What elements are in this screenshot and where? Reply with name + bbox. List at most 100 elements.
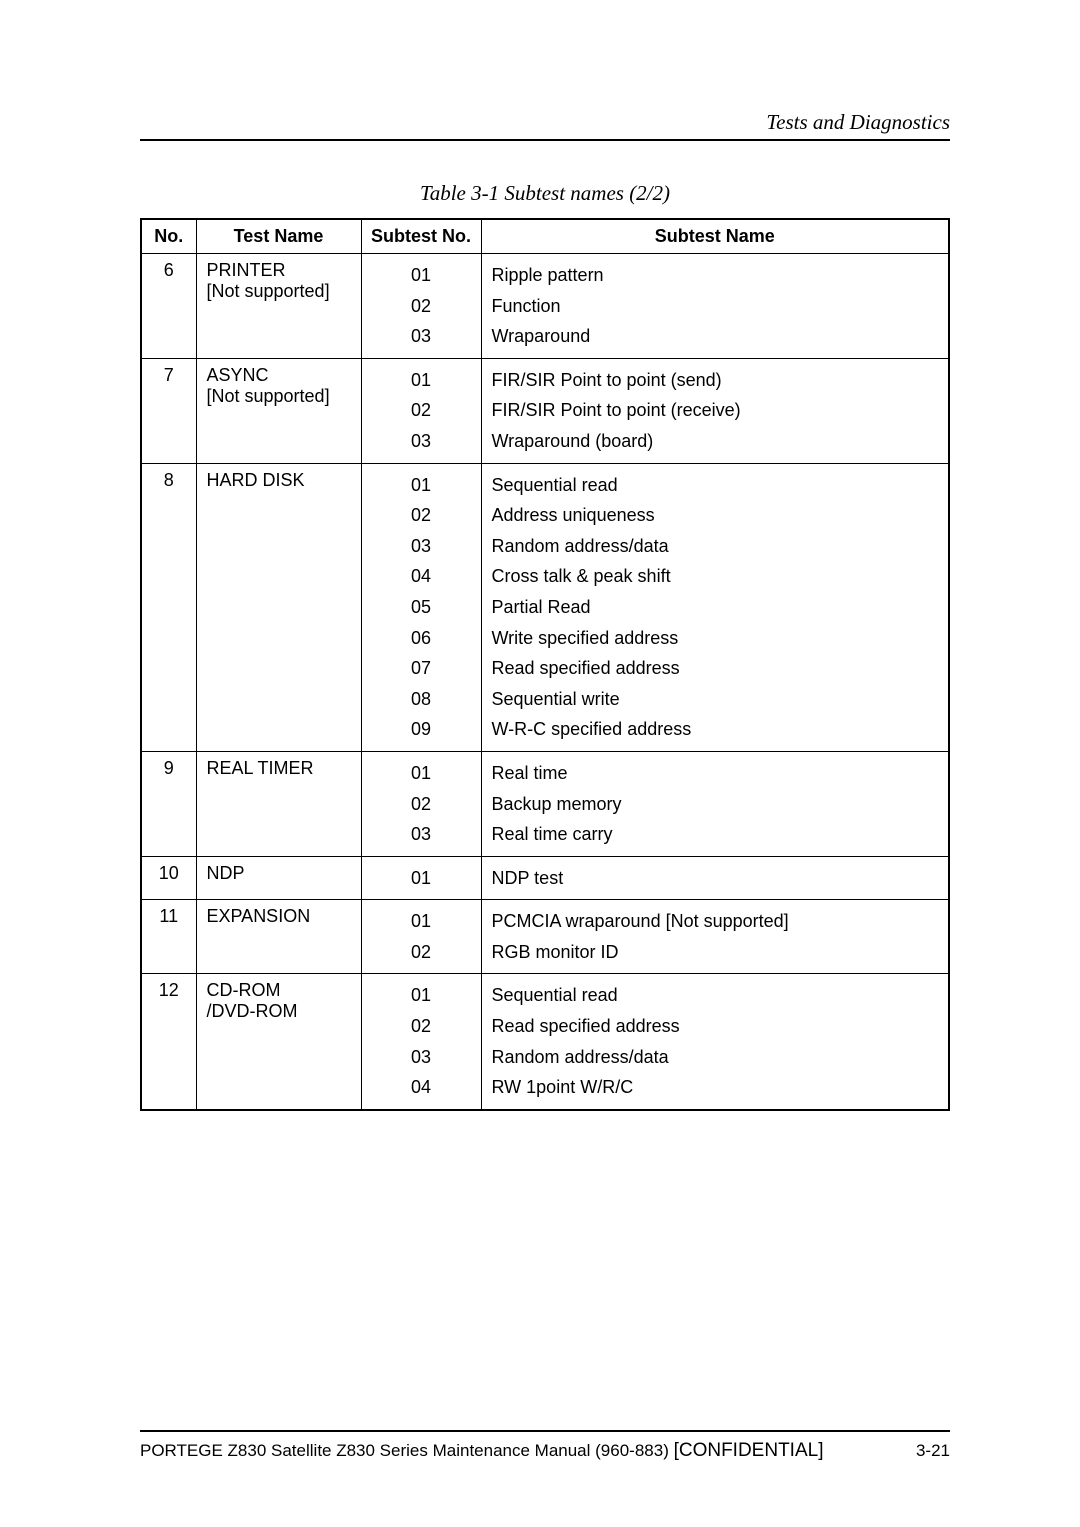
- subtest-number: 03: [372, 531, 471, 562]
- page: Tests and Diagnostics Table 3-1 Subtest …: [0, 0, 1080, 1527]
- subtest-number: 08: [372, 684, 471, 715]
- subtest-number: 05: [372, 592, 471, 623]
- cell-test-name: ASYNC[Not supported]: [196, 358, 361, 463]
- cell-no: 10: [141, 856, 196, 900]
- subtest-name: Read specified address: [492, 653, 939, 684]
- subtest-name: Random address/data: [492, 1042, 939, 1073]
- subtest-number: 02: [372, 500, 471, 531]
- table-body: 6PRINTER[Not supported]010203Ripple patt…: [141, 254, 949, 1110]
- table-row: 6PRINTER[Not supported]010203Ripple patt…: [141, 254, 949, 359]
- subtest-name: Backup memory: [492, 789, 939, 820]
- subtest-name: Wraparound (board): [492, 426, 939, 457]
- subtest-number: 03: [372, 426, 471, 457]
- cell-no: 12: [141, 974, 196, 1110]
- col-header-subtestname: Subtest Name: [481, 219, 949, 254]
- subtest-number: 03: [372, 819, 471, 850]
- subtest-name: NDP test: [492, 863, 939, 894]
- subtest-number: 01: [372, 980, 471, 1011]
- subtest-number: 01: [372, 758, 471, 789]
- subtest-name: Real time carry: [492, 819, 939, 850]
- subtest-name: Cross talk & peak shift: [492, 561, 939, 592]
- subtest-number: 01: [372, 470, 471, 501]
- table-header-row: No. Test Name Subtest No. Subtest Name: [141, 219, 949, 254]
- subtest-name: Ripple pattern: [492, 260, 939, 291]
- table-row: 12CD-ROM/DVD-ROM01020304Sequential readR…: [141, 974, 949, 1110]
- subtest-number: 01: [372, 365, 471, 396]
- subtest-number: 02: [372, 395, 471, 426]
- cell-subtest-name: Sequential readAddress uniquenessRandom …: [481, 463, 949, 751]
- footer-manual-title: PORTEGE Z830 Satellite Z830 Series Maint…: [140, 1441, 674, 1460]
- cell-subtest-name: FIR/SIR Point to point (send)FIR/SIR Poi…: [481, 358, 949, 463]
- cell-test-name: EXPANSION: [196, 900, 361, 974]
- subtest-number: 07: [372, 653, 471, 684]
- subtest-number: 04: [372, 1072, 471, 1103]
- table-row: 10NDP 01 NDP test: [141, 856, 949, 900]
- subtest-number: 01: [372, 863, 471, 894]
- footer: PORTEGE Z830 Satellite Z830 Series Maint…: [140, 1430, 950, 1462]
- subtest-number: 02: [372, 1011, 471, 1042]
- cell-no: 11: [141, 900, 196, 974]
- subtest-name: Random address/data: [492, 531, 939, 562]
- cell-subtest-name: Real timeBackup memoryReal time carry: [481, 751, 949, 856]
- table-row: 9REAL TIMER010203Real timeBackup memoryR…: [141, 751, 949, 856]
- footer-confidential: [CONFIDENTIAL]: [674, 1440, 824, 1461]
- col-header-testname: Test Name: [196, 219, 361, 254]
- subtest-name: Partial Read: [492, 592, 939, 623]
- footer-page-number: 3-21: [916, 1441, 950, 1461]
- subtest-name: PCMCIA wraparound [Not supported]: [492, 906, 939, 937]
- subtest-number: 03: [372, 321, 471, 352]
- subtest-name: Write specified address: [492, 623, 939, 654]
- footer-left: PORTEGE Z830 Satellite Z830 Series Maint…: [140, 1440, 823, 1462]
- cell-subtest-no: 01020304: [361, 974, 481, 1110]
- subtest-number: 09: [372, 714, 471, 745]
- subtest-number: 04: [372, 561, 471, 592]
- subtest-name: Wraparound: [492, 321, 939, 352]
- table-row: 11EXPANSION0102PCMCIA wraparound [Not su…: [141, 900, 949, 974]
- subtest-name: RGB monitor ID: [492, 937, 939, 968]
- cell-test-name: NDP: [196, 856, 361, 900]
- subtest-name: Sequential read: [492, 980, 939, 1011]
- subtest-name: Address uniqueness: [492, 500, 939, 531]
- subtest-number: 01: [372, 260, 471, 291]
- cell-no: 8: [141, 463, 196, 751]
- subtest-number: 02: [372, 789, 471, 820]
- subtest-name: W-R-C specified address: [492, 714, 939, 745]
- subtest-table: No. Test Name Subtest No. Subtest Name 6…: [140, 218, 950, 1111]
- subtest-number: 01: [372, 906, 471, 937]
- subtest-name: Real time: [492, 758, 939, 789]
- cell-subtest-no: 01: [361, 856, 481, 900]
- subtest-name: FIR/SIR Point to point (receive): [492, 395, 939, 426]
- subtest-name: Sequential read: [492, 470, 939, 501]
- cell-subtest-no: 010203: [361, 254, 481, 359]
- cell-no: 9: [141, 751, 196, 856]
- cell-test-name: CD-ROM/DVD-ROM: [196, 974, 361, 1110]
- col-header-no: No.: [141, 219, 196, 254]
- subtest-number: 02: [372, 937, 471, 968]
- col-header-subtestno: Subtest No.: [361, 219, 481, 254]
- cell-subtest-name: NDP test: [481, 856, 949, 900]
- cell-test-name: PRINTER[Not supported]: [196, 254, 361, 359]
- subtest-name: Function: [492, 291, 939, 322]
- cell-subtest-no: 0102: [361, 900, 481, 974]
- cell-subtest-no: 010203: [361, 358, 481, 463]
- cell-no: 7: [141, 358, 196, 463]
- subtest-name: Read specified address: [492, 1011, 939, 1042]
- subtest-name: RW 1point W/R/C: [492, 1072, 939, 1103]
- subtest-name: FIR/SIR Point to point (send): [492, 365, 939, 396]
- subtest-name: Sequential write: [492, 684, 939, 715]
- header: Tests and Diagnostics: [140, 110, 950, 141]
- cell-test-name: HARD DISK: [196, 463, 361, 751]
- cell-subtest-no: 010203: [361, 751, 481, 856]
- cell-subtest-name: Ripple patternFunctionWraparound: [481, 254, 949, 359]
- cell-subtest-name: Sequential readRead specified addressRan…: [481, 974, 949, 1110]
- cell-subtest-name: PCMCIA wraparound [Not supported]RGB mon…: [481, 900, 949, 974]
- table-row: 7ASYNC[Not supported]010203FIR/SIR Point…: [141, 358, 949, 463]
- table-caption: Table 3-1 Subtest names (2/2): [140, 181, 950, 206]
- header-title: Tests and Diagnostics: [766, 110, 950, 134]
- table-row: 8HARD DISK010203040506070809Sequential r…: [141, 463, 949, 751]
- cell-subtest-no: 010203040506070809: [361, 463, 481, 751]
- cell-test-name: REAL TIMER: [196, 751, 361, 856]
- cell-no: 6: [141, 254, 196, 359]
- subtest-number: 06: [372, 623, 471, 654]
- subtest-number: 03: [372, 1042, 471, 1073]
